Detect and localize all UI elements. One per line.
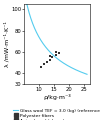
- Y-axis label: λ /mW·m⁻¹·K⁻¹: λ /mW·m⁻¹·K⁻¹: [4, 21, 10, 67]
- Point: [40, 66, 42, 68]
- Point: [51, 56, 53, 58]
- Point: [49, 59, 50, 60]
- Legend: Glass wool TEF = 3.0 (kg) (reference), Polyester fibers, Animal wool (sheep): Glass wool TEF = 3.0 (kg) (reference), P…: [13, 108, 100, 120]
- Point: [43, 63, 45, 65]
- Point: [55, 54, 56, 56]
- X-axis label: ρ/kg·m⁻³: ρ/kg·m⁻³: [43, 94, 71, 100]
- Point: [58, 52, 60, 54]
- Point: [46, 61, 47, 63]
- Point: [49, 55, 50, 57]
- Point: [55, 51, 56, 53]
